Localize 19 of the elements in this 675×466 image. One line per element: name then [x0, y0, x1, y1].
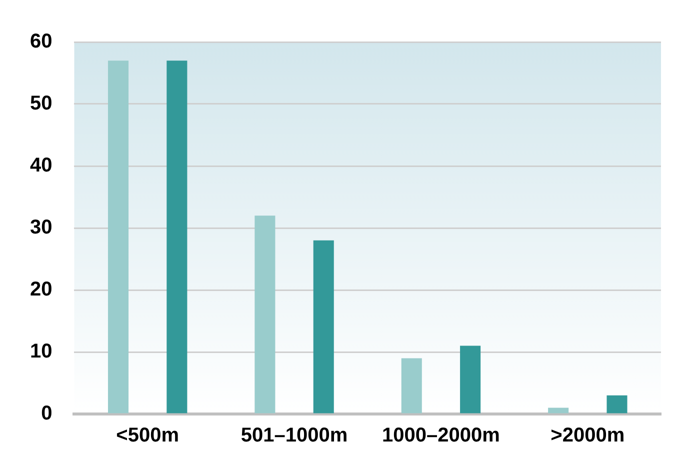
bar	[548, 408, 569, 414]
y-tick-label: 40	[30, 154, 52, 177]
bar	[166, 60, 188, 414]
bar	[108, 60, 129, 414]
bar	[460, 346, 481, 414]
y-tick-label: 50	[30, 92, 52, 115]
y-tick-label: 60	[30, 30, 52, 53]
y-tick-label: 30	[30, 216, 52, 239]
x-tick-label: >2000m	[550, 424, 625, 447]
bar	[254, 216, 276, 414]
x-tick-label: 1000–2000m	[382, 424, 500, 447]
x-tick-label: 501–1000m	[240, 424, 348, 447]
x-tick-label: <500m	[116, 424, 180, 447]
bar	[401, 358, 422, 414]
bar	[606, 395, 628, 414]
y-tick-label: 10	[30, 340, 52, 363]
bar	[313, 240, 334, 414]
y-tick-label: 0	[41, 402, 52, 425]
y-tick-label: 20	[30, 278, 52, 301]
